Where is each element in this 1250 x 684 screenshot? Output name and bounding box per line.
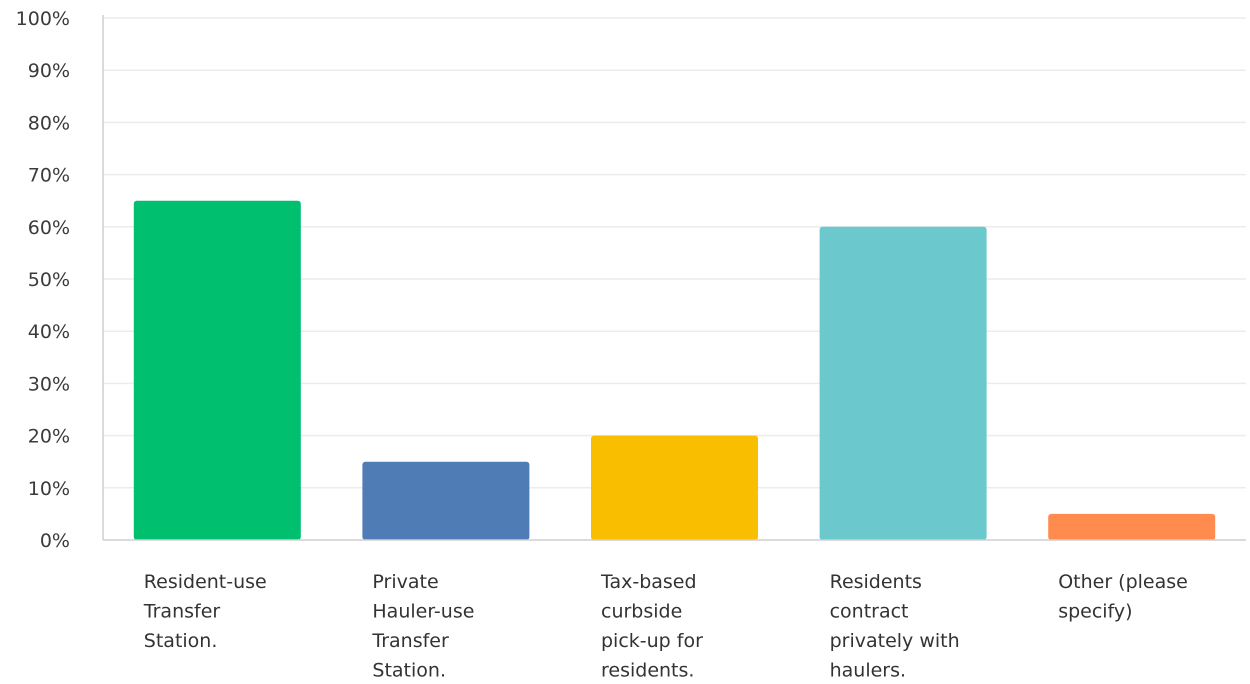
y-tick-label: 20% — [28, 426, 70, 448]
bar — [133, 200, 301, 540]
y-tick-label: 100% — [16, 8, 70, 30]
x-category-label: Residents contract privately with haulers. — [830, 571, 960, 682]
y-axis-tick-labels: 0% 10% 20% 30% 40% 50% 60% 70% 80% 90% 100% — [16, 8, 70, 552]
y-tick-label: 90% — [28, 60, 70, 82]
x-category-label: Private Hauler-use Transfer Station. — [371, 571, 474, 682]
y-tick-label: 60% — [28, 217, 70, 239]
bar — [1048, 513, 1216, 540]
x-category-label: Tax-based curbside pick-up for residents. — [600, 571, 703, 682]
x-axis-category-labels: Resident-use Transfer Station. Private Haule… — [143, 571, 1188, 682]
x-category-label: Resident-use Transfer Station. — [143, 571, 267, 652]
y-tick-label: 70% — [28, 165, 70, 187]
bar — [362, 461, 530, 540]
bars — [133, 200, 1216, 541]
bar — [819, 226, 987, 541]
x-category-label: Other (please specify) — [1058, 571, 1188, 623]
y-tick-label: 30% — [28, 373, 70, 395]
y-tick-label: 80% — [28, 112, 70, 134]
y-tick-label: 40% — [28, 321, 70, 343]
y-tick-label: 0% — [40, 530, 70, 552]
bar — [591, 435, 758, 540]
y-tick-label: 50% — [28, 269, 70, 291]
y-tick-label: 10% — [28, 478, 70, 500]
